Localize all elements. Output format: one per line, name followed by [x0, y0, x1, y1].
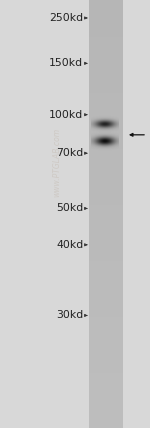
Text: 50kd: 50kd	[56, 203, 83, 214]
Text: 250kd: 250kd	[49, 13, 83, 23]
Text: www.PTGLAB.com: www.PTGLAB.com	[52, 128, 62, 197]
Text: 30kd: 30kd	[56, 310, 83, 321]
Text: 100kd: 100kd	[49, 110, 83, 120]
Text: 40kd: 40kd	[56, 240, 83, 250]
Text: 70kd: 70kd	[56, 148, 83, 158]
Text: 150kd: 150kd	[49, 58, 83, 68]
